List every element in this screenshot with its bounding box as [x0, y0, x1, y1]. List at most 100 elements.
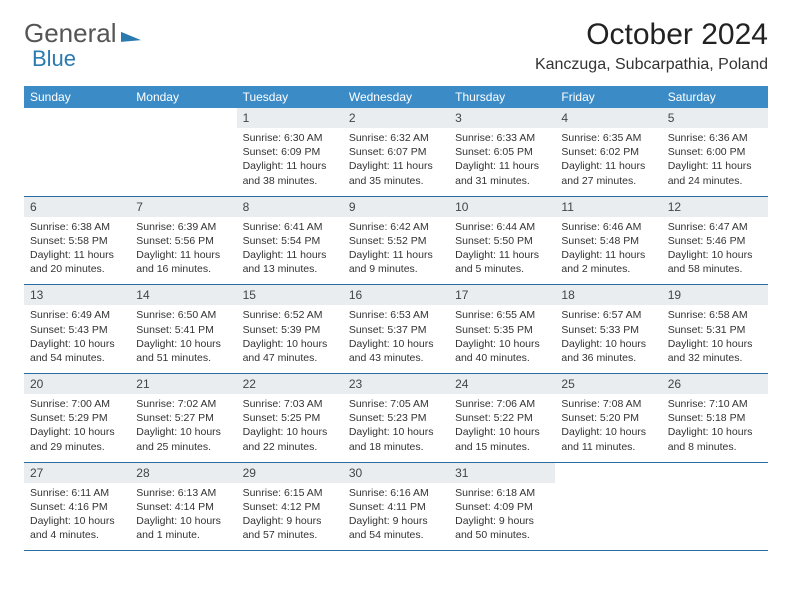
day-number: 9	[343, 197, 449, 217]
daylight-text-2: and 9 minutes.	[349, 262, 443, 276]
calendar-week-row: 6Sunrise: 6:38 AMSunset: 5:58 PMDaylight…	[24, 196, 768, 285]
daylight-text-2: and 38 minutes.	[243, 174, 337, 188]
sunrise-text: Sunrise: 6:15 AM	[243, 486, 337, 500]
day-number: 3	[449, 108, 555, 128]
calendar-cell	[555, 462, 661, 551]
logo-text-part1: General	[24, 18, 117, 49]
sunset-text: Sunset: 5:22 PM	[455, 411, 549, 425]
calendar-cell: 4Sunrise: 6:35 AMSunset: 6:02 PMDaylight…	[555, 108, 661, 196]
title-block: October 2024 Kanczuga, Subcarpathia, Pol…	[535, 18, 768, 74]
daylight-text-2: and 58 minutes.	[668, 262, 762, 276]
sunrise-text: Sunrise: 6:49 AM	[30, 308, 124, 322]
sunset-text: Sunset: 5:46 PM	[668, 234, 762, 248]
sunset-text: Sunset: 5:23 PM	[349, 411, 443, 425]
month-title: October 2024	[535, 18, 768, 52]
sunrise-text: Sunrise: 6:13 AM	[136, 486, 230, 500]
sunrise-text: Sunrise: 6:11 AM	[30, 486, 124, 500]
calendar-cell: 6Sunrise: 6:38 AMSunset: 5:58 PMDaylight…	[24, 196, 130, 285]
daylight-text-2: and 4 minutes.	[30, 528, 124, 542]
logo-text-part2: Blue	[32, 46, 76, 72]
calendar-body: 1 Sunrise: 6:30 AMSunset: 6:09 PM Daylight…	[24, 108, 768, 551]
sunset-text: Sunset: 5:25 PM	[243, 411, 337, 425]
weekday-header: Sunday	[24, 86, 130, 108]
sunrise-text: Sunrise: 6:52 AM	[243, 308, 337, 322]
day-number: 26	[662, 374, 768, 394]
daylight-text-1: Daylight: 11 hours	[455, 159, 549, 173]
calendar-cell: 18Sunrise: 6:57 AMSunset: 5:33 PMDayligh…	[555, 285, 661, 374]
daylight-text-1: Daylight: 11 hours	[561, 159, 655, 173]
day-number: 1	[237, 108, 343, 128]
sunrise-text: Sunrise: 6:35 AM	[561, 131, 655, 145]
sunrise-text: Sunrise: 6:53 AM	[349, 308, 443, 322]
day-content: Sunrise: 6:57 AMSunset: 5:33 PMDaylight:…	[555, 305, 661, 373]
calendar-cell: 23Sunrise: 7:05 AMSunset: 5:23 PMDayligh…	[343, 374, 449, 463]
sunrise-text: Sunrise: 7:10 AM	[668, 397, 762, 411]
day-content: Sunrise: 6:32 AMSunset: 6:07 PMDaylight:…	[343, 128, 449, 196]
sunset-text: Sunset: 5:31 PM	[668, 323, 762, 337]
calendar-cell: 17Sunrise: 6:55 AMSunset: 5:35 PMDayligh…	[449, 285, 555, 374]
daylight-text-2: and 40 minutes.	[455, 351, 549, 365]
day-number: 27	[24, 463, 130, 483]
day-number: 4	[555, 108, 661, 128]
sunset-text: Sunset: 6:09 PM	[243, 145, 337, 159]
daylight-text-2: and 27 minutes.	[561, 174, 655, 188]
day-number: 22	[237, 374, 343, 394]
day-content: Sunrise: 6:50 AMSunset: 5:41 PMDaylight:…	[130, 305, 236, 373]
day-number: 30	[343, 463, 449, 483]
day-number: 2	[343, 108, 449, 128]
location-text: Kanczuga, Subcarpathia, Poland	[535, 56, 768, 74]
daylight-text-2: and 24 minutes.	[668, 174, 762, 188]
daylight-text-1: Daylight: 10 hours	[30, 514, 124, 528]
weekday-header: Thursday	[449, 86, 555, 108]
daylight-text-2: and 20 minutes.	[30, 262, 124, 276]
day-content: Sunrise: 7:08 AMSunset: 5:20 PMDaylight:…	[555, 394, 661, 462]
sunrise-text: Sunrise: 7:02 AM	[136, 397, 230, 411]
sunrise-text: Sunrise: 6:38 AM	[30, 220, 124, 234]
sunrise-text: Sunrise: 6:42 AM	[349, 220, 443, 234]
day-number: 20	[24, 374, 130, 394]
daylight-text-1: Daylight: 11 hours	[455, 248, 549, 262]
sunset-text: Sunset: 5:56 PM	[136, 234, 230, 248]
daylight-text-1: Daylight: 10 hours	[561, 425, 655, 439]
weekday-header: Monday	[130, 86, 236, 108]
daylight-text-1: Daylight: 10 hours	[243, 425, 337, 439]
sunset-text: Sunset: 4:14 PM	[136, 500, 230, 514]
daylight-text-1: Daylight: 10 hours	[455, 425, 549, 439]
sunset-text: Sunset: 5:41 PM	[136, 323, 230, 337]
sunrise-text: Sunrise: 6:46 AM	[561, 220, 655, 234]
daylight-text-1: Daylight: 10 hours	[243, 337, 337, 351]
calendar-cell: 3Sunrise: 6:33 AMSunset: 6:05 PMDaylight…	[449, 108, 555, 196]
day-content: Sunrise: 6:53 AMSunset: 5:37 PMDaylight:…	[343, 305, 449, 373]
day-content: Sunrise: 6:33 AMSunset: 6:05 PMDaylight:…	[449, 128, 555, 196]
day-content: Sunrise: 7:06 AMSunset: 5:22 PMDaylight:…	[449, 394, 555, 462]
day-content: Sunrise: 6:15 AMSunset: 4:12 PMDaylight:…	[237, 483, 343, 551]
sunset-text: Sunset: 5:37 PM	[349, 323, 443, 337]
daylight-text-1: Daylight: 10 hours	[30, 425, 124, 439]
day-number: 21	[130, 374, 236, 394]
logo: General	[24, 18, 143, 49]
day-number: 13	[24, 285, 130, 305]
daylight-text-2: and 16 minutes.	[136, 262, 230, 276]
day-content: Sunrise: 7:05 AMSunset: 5:23 PMDaylight:…	[343, 394, 449, 462]
daylight-text-1: Daylight: 10 hours	[668, 425, 762, 439]
sunrise-text: Sunrise: 6:47 AM	[668, 220, 762, 234]
sunset-text: Sunset: 5:43 PM	[30, 323, 124, 337]
sunrise-text: Sunrise: 7:08 AM	[561, 397, 655, 411]
daylight-text-1: Daylight: 9 hours	[349, 514, 443, 528]
sunrise-text: Sunrise: 6:30 AM	[243, 131, 337, 145]
day-number: 11	[555, 197, 661, 217]
day-number: 15	[237, 285, 343, 305]
day-number: 28	[130, 463, 236, 483]
sunset-text: Sunset: 4:11 PM	[349, 500, 443, 514]
day-content: Sunrise: 6:44 AMSunset: 5:50 PMDaylight:…	[449, 217, 555, 285]
sunrise-text: Sunrise: 7:06 AM	[455, 397, 549, 411]
sunset-text: Sunset: 5:50 PM	[455, 234, 549, 248]
day-content: Sunrise: 6:36 AMSunset: 6:00 PMDaylight:…	[662, 128, 768, 196]
sunset-text: Sunset: 5:39 PM	[243, 323, 337, 337]
sunset-text: Sunset: 5:58 PM	[30, 234, 124, 248]
day-content: Sunrise: 6:11 AMSunset: 4:16 PMDaylight:…	[24, 483, 130, 551]
daylight-text-2: and 1 minute.	[136, 528, 230, 542]
calendar-cell: 30Sunrise: 6:16 AMSunset: 4:11 PMDayligh…	[343, 462, 449, 551]
calendar-cell: 8Sunrise: 6:41 AMSunset: 5:54 PMDaylight…	[237, 196, 343, 285]
calendar-cell: 11Sunrise: 6:46 AMSunset: 5:48 PMDayligh…	[555, 196, 661, 285]
